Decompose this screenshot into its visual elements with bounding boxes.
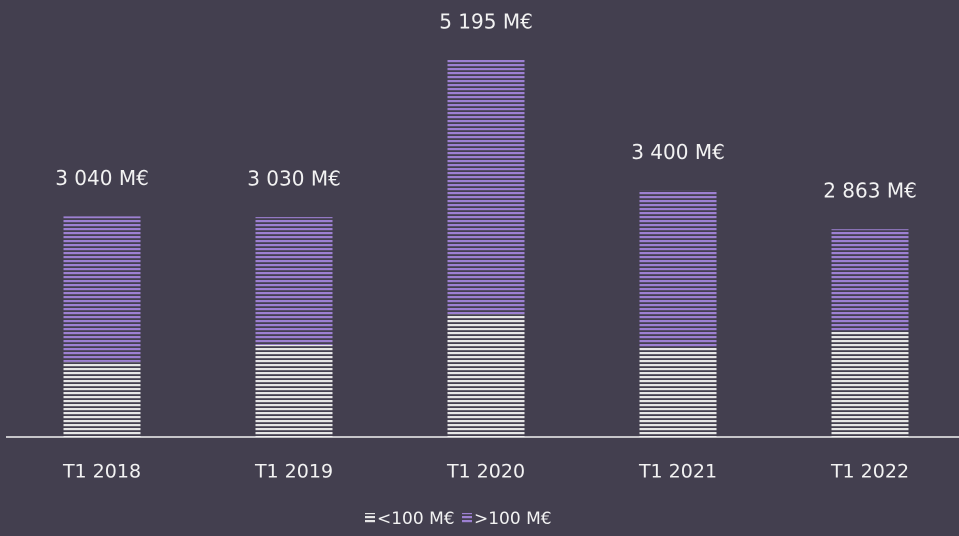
bar-segment bbox=[639, 346, 717, 437]
total-label: 3 030 M€ bbox=[247, 167, 341, 191]
legend-swatch bbox=[365, 513, 375, 523]
legend-label: <100 M€ bbox=[377, 509, 455, 529]
bar-segment bbox=[63, 361, 141, 437]
x-tick-label: T1 2020 bbox=[446, 461, 525, 483]
bar-segment bbox=[447, 313, 525, 437]
bar-segment bbox=[639, 190, 717, 347]
legend-swatch bbox=[462, 513, 472, 523]
bar-segment bbox=[831, 331, 909, 437]
bar-segment bbox=[63, 216, 141, 362]
bar-segment bbox=[255, 217, 333, 345]
x-tick-label: T1 2018 bbox=[62, 461, 141, 483]
total-label: 2 863 M€ bbox=[823, 179, 917, 203]
x-tick-label: T1 2021 bbox=[638, 461, 717, 483]
total-label: 3 400 M€ bbox=[631, 140, 725, 164]
total-label: 5 195 M€ bbox=[439, 10, 533, 34]
total-label: 3 040 M€ bbox=[55, 166, 149, 190]
bar-segment bbox=[255, 344, 333, 437]
x-tick-label: T1 2022 bbox=[830, 461, 909, 483]
bar-segment bbox=[831, 229, 909, 332]
x-tick-label: T1 2019 bbox=[254, 461, 333, 483]
legend-label: >100 M€ bbox=[474, 509, 552, 529]
bar-segment bbox=[447, 60, 525, 314]
